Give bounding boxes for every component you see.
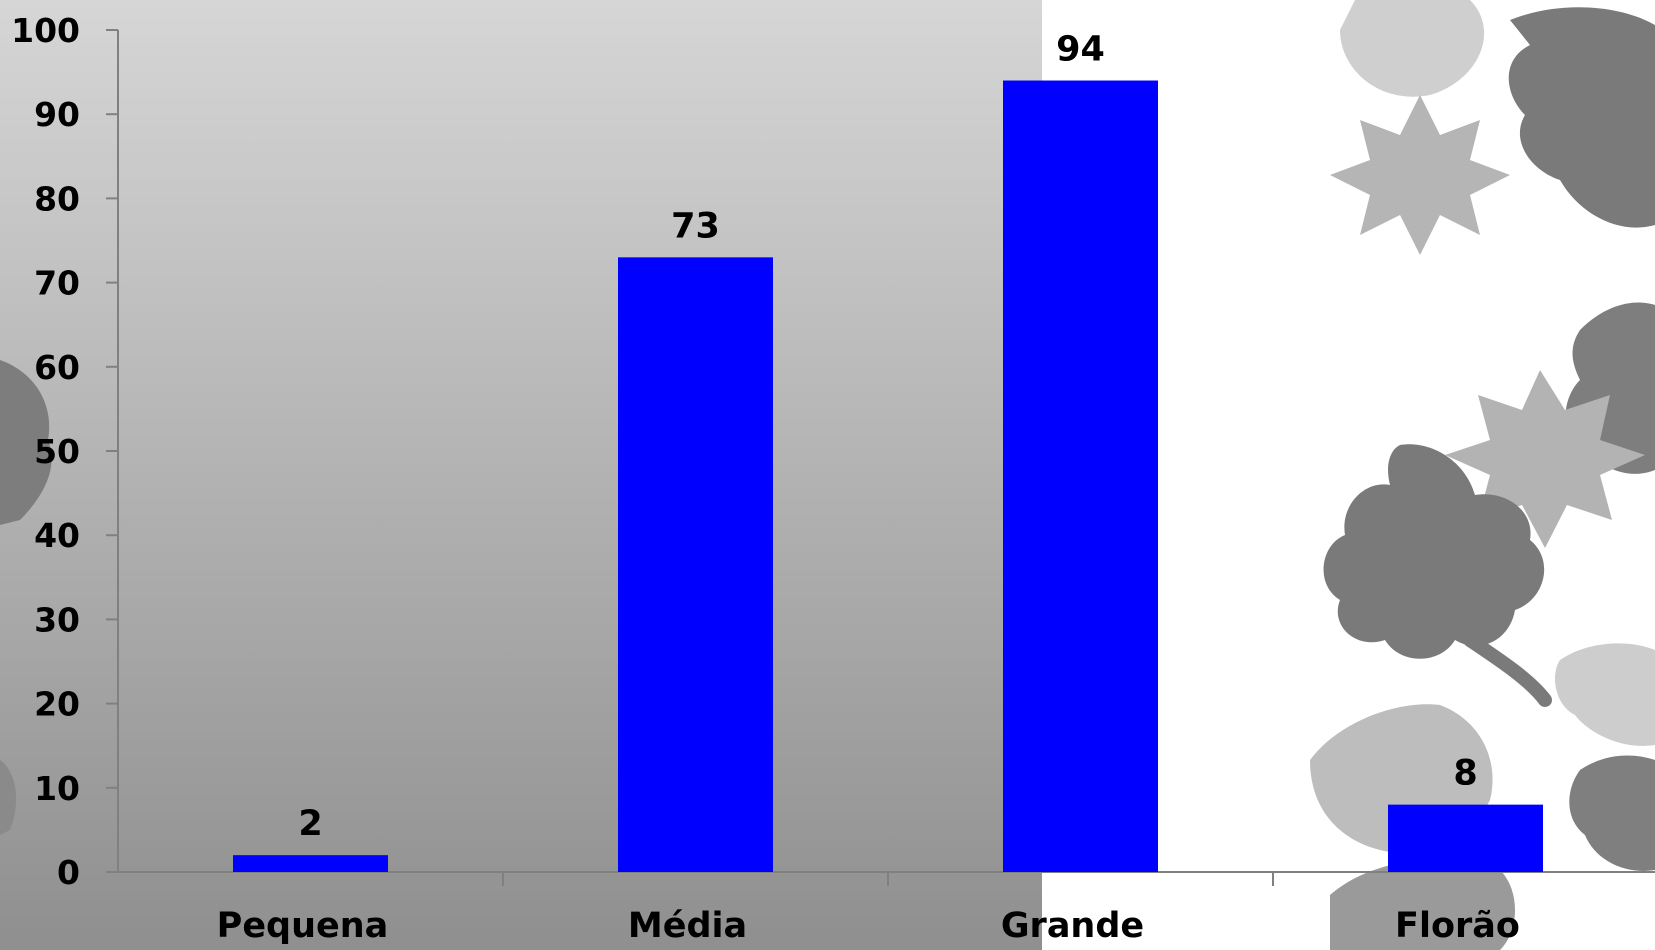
bar-3 xyxy=(1003,80,1158,872)
leaf-bottom-right-dark-icon xyxy=(1569,755,1655,871)
leaf-stem-icon xyxy=(1463,633,1552,707)
leaf-bottom-right-light-icon xyxy=(1555,643,1655,746)
data-label: 73 xyxy=(671,206,720,246)
y-tick-label: 70 xyxy=(34,264,80,303)
y-tick-label: 50 xyxy=(34,432,80,471)
y-tick-label: 10 xyxy=(34,769,80,808)
data-labels: 2 Pequena 73 Média 94 Grande 8 Florão xyxy=(217,30,1520,946)
y-tick-label: 60 xyxy=(34,348,80,387)
leaf-left-icon xyxy=(0,360,52,525)
y-tick-label: 20 xyxy=(34,685,80,724)
bars xyxy=(233,80,1543,873)
x-category-label: Grande xyxy=(1001,906,1144,946)
y-tick-label: 80 xyxy=(34,179,80,218)
bar-1 xyxy=(233,855,388,872)
y-tick-label: 30 xyxy=(34,600,80,639)
data-label: 94 xyxy=(1056,30,1105,70)
y-tick-label: 40 xyxy=(34,516,80,555)
x-category-label: Pequena xyxy=(217,906,389,946)
plot-background xyxy=(0,0,1042,950)
leaf-top-right-dark-icon xyxy=(1508,7,1655,228)
leaf-bottom-mid-icon xyxy=(1330,859,1515,950)
leaf-top-right-light-icon xyxy=(1340,0,1485,97)
grape-leaf-dark-icon xyxy=(1323,444,1545,659)
maple-leaf-light-icon xyxy=(1330,95,1510,255)
bar-4 xyxy=(1388,804,1543,872)
y-tick-label: 100 xyxy=(11,11,80,50)
y-tick-label: 90 xyxy=(34,95,80,134)
y-tick-label: 0 xyxy=(57,853,80,892)
x-category-label: Florão xyxy=(1395,906,1520,946)
data-label: 2 xyxy=(298,804,322,844)
bar-2 xyxy=(618,257,773,873)
data-label: 8 xyxy=(1453,754,1477,794)
leaf-left-small-icon xyxy=(0,760,17,835)
x-category-label: Média xyxy=(628,906,747,946)
